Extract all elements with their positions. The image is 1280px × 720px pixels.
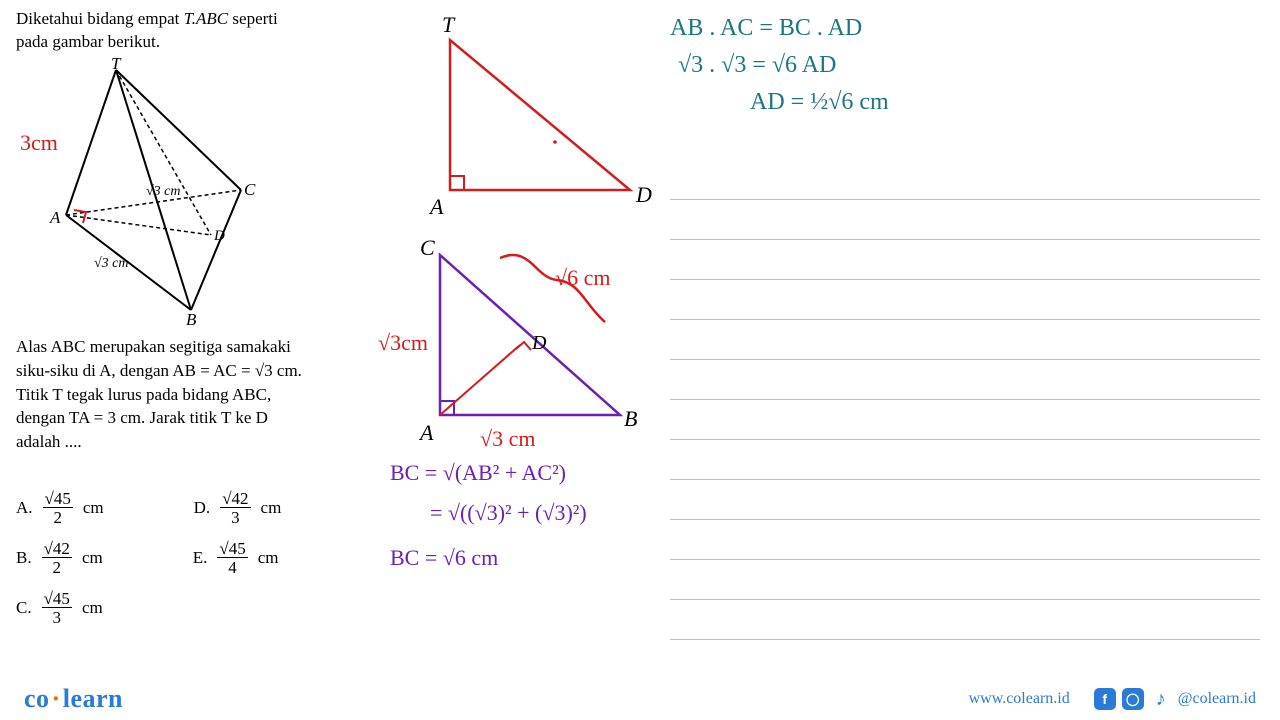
brand-logo: co·learn	[24, 684, 123, 714]
brand-learn: learn	[63, 684, 123, 713]
d1-label-C: C	[244, 180, 255, 200]
tri2-D: D	[532, 332, 546, 355]
intro-l1a: Diketahui bidang empat	[16, 9, 184, 28]
tri2-B: B	[624, 406, 637, 432]
ruled-lines	[670, 160, 1260, 640]
instagram-icon[interactable]: ◯	[1122, 688, 1144, 710]
intro-l2: pada gambar berikut.	[16, 32, 160, 51]
d1-len-AB: √3 cm	[94, 256, 129, 272]
ann-s3-left: √3cm	[378, 330, 428, 356]
intro-l1b: seperti	[228, 9, 278, 28]
tri2-C: C	[420, 235, 435, 261]
option-B[interactable]: B. √422 cm	[16, 540, 103, 576]
answer-options: A. √452 cm D. √423 cm B. √422 cm E. √454…	[16, 490, 376, 640]
d1-ann-3cm: 3cm	[20, 130, 58, 156]
d1-label-B: B	[186, 310, 196, 330]
teal-l3: AD = ½√6 cm	[670, 84, 1260, 121]
brand-co: co	[24, 684, 50, 713]
question-body: Alas ABC merupakan segitiga samakaki sik…	[16, 335, 386, 454]
facebook-icon[interactable]: f	[1094, 688, 1116, 710]
eq-bc: BC = √(AB² + AC²)	[390, 460, 566, 486]
tri1-T: T	[442, 12, 454, 38]
ann-s3-bot: √3 cm	[480, 426, 535, 452]
tiktok-icon[interactable]: ♪	[1150, 688, 1172, 710]
brand-dot-icon: ·	[50, 684, 63, 713]
eq-bc-res: BC = √6 cm	[390, 545, 498, 571]
d1-label-T: T	[111, 54, 120, 74]
intro-obj: T.ABC	[184, 9, 229, 28]
worked-diagrams: T A D C A B D √3cm √3 cm √6 cm BC = √(AB…	[400, 10, 660, 650]
teal-l1: AB . AC = BC . AD	[670, 10, 1260, 47]
option-A[interactable]: A. √452 cm	[16, 490, 104, 526]
footer-handle[interactable]: @colearn.id	[1178, 690, 1256, 708]
footer-url[interactable]: www.colearn.id	[969, 690, 1070, 708]
diagram-tetrahedron: T A C B D √3 cm √3 cm 3cm	[16, 60, 316, 320]
option-C[interactable]: C. √453 cm	[16, 590, 103, 626]
question-intro: Diketahui bidang empat T.ABC seperti pad…	[16, 8, 376, 54]
option-D[interactable]: D. √423 cm	[194, 490, 282, 526]
d1-len-AC: √3 cm	[146, 184, 181, 200]
tri1-D: D	[636, 182, 652, 208]
footer: co·learn www.colearn.id f ◯ ♪ @colearn.i…	[0, 684, 1280, 714]
option-E[interactable]: E. √454 cm	[193, 540, 279, 576]
social-links: f ◯ ♪ @colearn.id	[1094, 688, 1256, 710]
tri2-A: A	[420, 420, 433, 446]
eq-bc-sub: = √((√3)² + (√3)²)	[430, 500, 587, 526]
d1-label-A: A	[50, 208, 60, 228]
d1-label-D: D	[214, 228, 225, 245]
ann-s6: √6 cm	[555, 265, 610, 291]
teal-l2: √3 . √3 = √6 AD	[670, 47, 1260, 84]
right-working: AB . AC = BC . AD √3 . √3 = √6 AD AD = ½…	[670, 10, 1260, 122]
tri1-A: A	[430, 194, 443, 220]
